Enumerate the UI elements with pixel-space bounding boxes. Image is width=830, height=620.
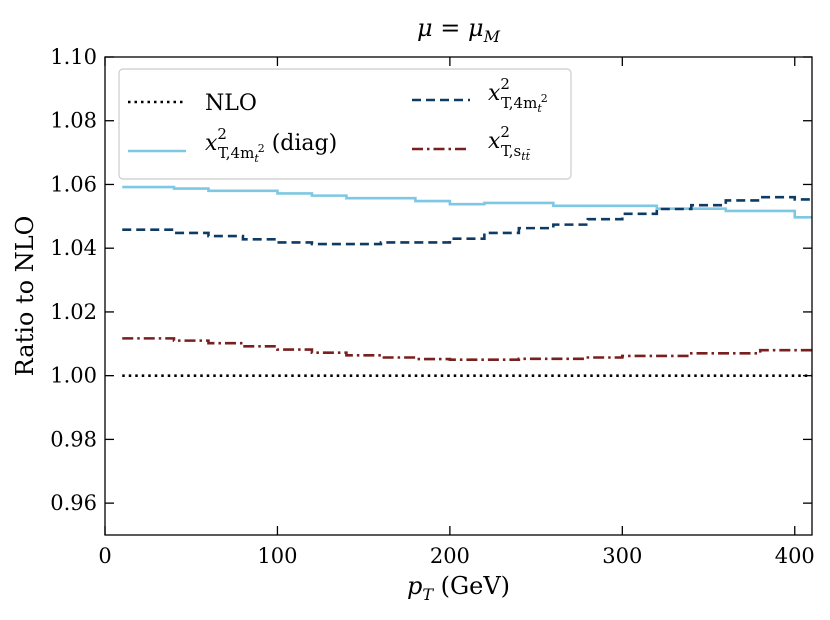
x-tick-label: 300 xyxy=(602,544,642,568)
y-tick-label: 1.04 xyxy=(50,236,97,260)
y-tick-label: 0.96 xyxy=(50,491,97,515)
x-tick-label: 400 xyxy=(775,544,815,568)
series-line-1 xyxy=(122,185,812,219)
legend-box xyxy=(118,68,572,180)
series-line-2 xyxy=(122,195,812,246)
legend-label-2: x2 T,4mt2 xyxy=(488,75,548,115)
legend: NLO x2 T,4mt2 (diag) x2 T,4mt2 x2 T,stt̄ xyxy=(118,68,572,180)
chart-title: μ = μM xyxy=(417,14,501,46)
y-tick-label: 0.98 xyxy=(50,427,97,451)
y-tick-label: 1.10 xyxy=(50,45,97,69)
y-tick-label: 1.02 xyxy=(50,300,97,324)
y-tick-label: 1.06 xyxy=(50,172,97,196)
y-axis-label: Ratio to NLO xyxy=(11,216,39,377)
x-tick-label: 100 xyxy=(257,544,297,568)
x-tick-label: 0 xyxy=(98,544,111,568)
y-tick-label: 1.08 xyxy=(50,109,97,133)
x-tick-label: 200 xyxy=(430,544,470,568)
series-line-3 xyxy=(122,337,812,362)
x-axis-label: pT (GeV) xyxy=(407,572,510,604)
y-tick-label: 1.00 xyxy=(50,364,97,388)
legend-label-3: x2 T,stt̄ xyxy=(488,123,531,163)
plot-frame xyxy=(104,56,813,536)
legend-label-0: NLO xyxy=(205,91,257,116)
legend-label-1: x2 T,4mt2 (diag) xyxy=(205,125,337,165)
